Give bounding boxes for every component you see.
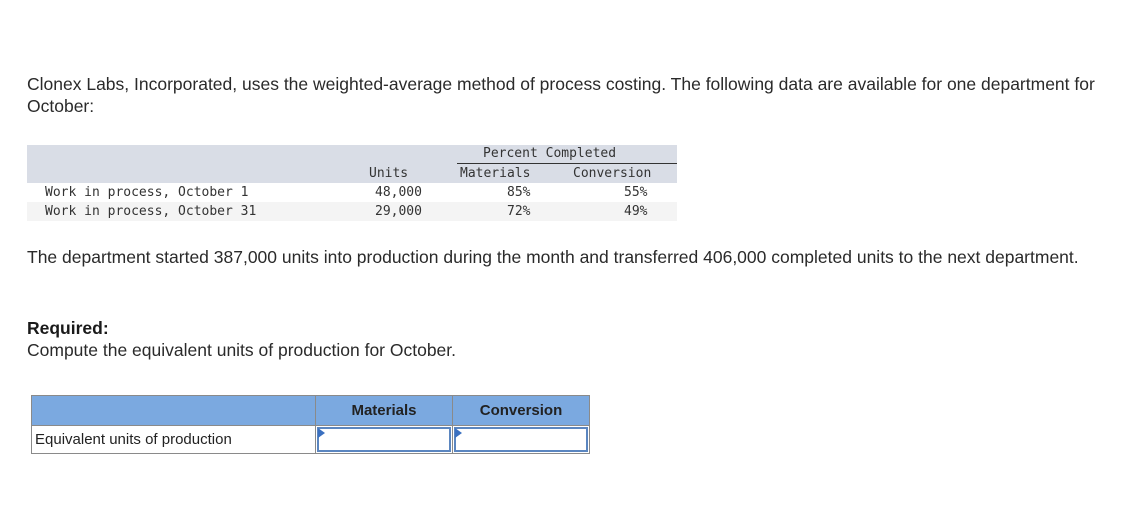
col-header-materials: Materials	[460, 166, 531, 181]
units-value: 48,000	[375, 185, 422, 200]
answer-header-row: Materials Conversion	[31, 395, 590, 426]
table-row: Work in process, October 31 29,000 72% 4…	[27, 202, 677, 221]
answer-header-blank	[31, 395, 316, 426]
conversion-percent: 55%	[624, 185, 648, 200]
units-value: 29,000	[375, 204, 422, 219]
input-flag-icon	[318, 428, 325, 438]
answer-table: Materials Conversion Equivalent units of…	[31, 395, 590, 454]
production-paragraph: The department started 387,000 units int…	[27, 247, 1079, 267]
materials-input[interactable]	[317, 427, 451, 452]
table-row: Work in process, October 1 48,000 85% 55…	[27, 183, 677, 202]
equivalent-units-label: Equivalent units of production	[31, 425, 316, 454]
col-header-units: Units	[369, 166, 409, 181]
required-section: Required: Compute the equivalent units o…	[27, 317, 456, 361]
materials-cell	[315, 425, 453, 454]
materials-percent: 72%	[507, 204, 531, 219]
conversion-cell	[452, 425, 590, 454]
table-header-band	[27, 145, 677, 183]
answer-header-conversion: Conversion	[452, 395, 590, 426]
row-label: Work in process, October 31	[45, 204, 257, 219]
intro-paragraph: Clonex Labs, Incorporated, uses the weig…	[27, 74, 1095, 116]
percent-completed-header: Percent Completed	[483, 146, 617, 161]
required-instruction: Compute the equivalent units of producti…	[27, 340, 457, 360]
required-heading: Required:	[27, 318, 109, 338]
input-flag-icon	[455, 428, 462, 438]
answer-header-materials: Materials	[315, 395, 453, 426]
col-header-conversion: Conversion	[573, 166, 652, 181]
conversion-input[interactable]	[454, 427, 588, 452]
materials-percent: 85%	[507, 185, 531, 200]
conversion-percent: 49%	[624, 204, 648, 219]
table-row: Equivalent units of production	[31, 425, 590, 454]
header-divider	[457, 163, 677, 164]
row-label: Work in process, October 1	[45, 185, 249, 200]
